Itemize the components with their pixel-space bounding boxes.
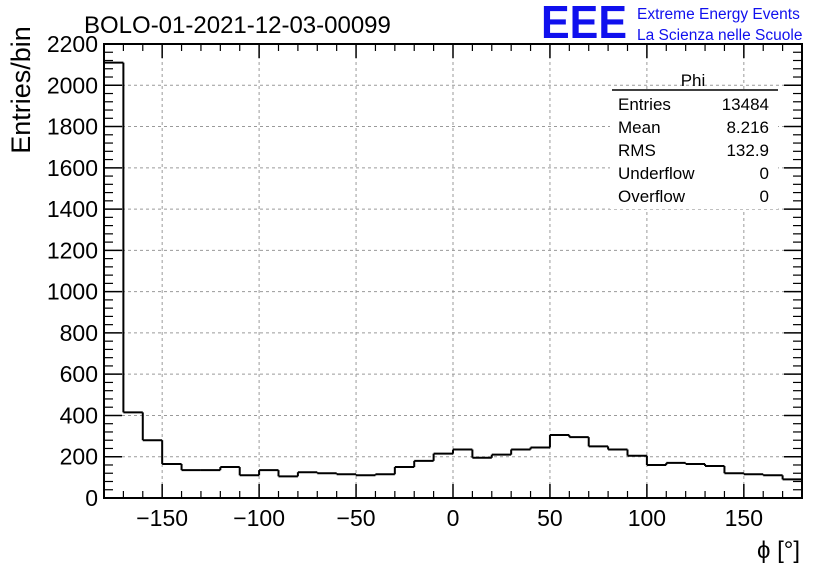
y-tick-label: 1400 bbox=[47, 196, 98, 222]
y-tick-label: 400 bbox=[60, 402, 98, 428]
stats-value-underflow: 0 bbox=[760, 164, 769, 183]
logo-line-1: Extreme Energy Events bbox=[637, 6, 800, 23]
y-tick-label: 200 bbox=[60, 444, 98, 470]
stats-box-title: Phi bbox=[681, 71, 706, 90]
x-tick-label: 0 bbox=[447, 505, 460, 531]
stats-value-rms: 132.9 bbox=[726, 141, 769, 160]
stats-label-rms: RMS bbox=[618, 141, 656, 160]
stats-label-entries: Entries bbox=[618, 95, 671, 114]
x-tick-label: −50 bbox=[337, 505, 376, 531]
y-tick-label: 1600 bbox=[47, 155, 98, 181]
y-tick-label: 2000 bbox=[47, 72, 98, 98]
x-axis-label: ϕ [°] bbox=[757, 537, 800, 564]
stats-value-mean: 8.216 bbox=[726, 118, 769, 137]
stats-label-overflow: Overflow bbox=[618, 187, 686, 206]
y-tick-label: 0 bbox=[85, 485, 98, 511]
y-tick-label: 1800 bbox=[47, 114, 98, 140]
y-tick-label: 2200 bbox=[47, 31, 98, 57]
y-tick-label: 1000 bbox=[47, 279, 98, 305]
stats-label-underflow: Underflow bbox=[618, 164, 695, 183]
stats-value-entries: 13484 bbox=[722, 95, 769, 114]
x-tick-label: −100 bbox=[233, 505, 285, 531]
grid-lines bbox=[104, 44, 802, 498]
stats-value-overflow: 0 bbox=[760, 187, 769, 206]
stats-label-mean: Mean bbox=[618, 118, 661, 137]
x-tick-label: −150 bbox=[136, 505, 188, 531]
y-tick-label: 1200 bbox=[47, 237, 98, 263]
y-axis-label: Entries/bin bbox=[6, 26, 36, 154]
axes: −150 −100 −50 0 50 100 150 0 200 400 600 800 1000 120… bbox=[47, 31, 803, 531]
chart-title: BOLO-01-2021-12-03-00099 bbox=[84, 12, 391, 39]
eee-logo-mark: EEE bbox=[541, 0, 627, 48]
x-tick-label: 150 bbox=[725, 505, 763, 531]
x-tick-label: 50 bbox=[537, 505, 563, 531]
y-tick-label: 600 bbox=[60, 361, 98, 387]
y-tick-label: 800 bbox=[60, 320, 98, 346]
stats-box-background bbox=[610, 89, 778, 209]
eee-logo: EEE Extreme Energy Events La Scienza nel… bbox=[541, 0, 802, 48]
histogram-outline bbox=[104, 61, 802, 481]
stats-box: Phi Entries 13484 Mean 8.216 RMS 132.9 U… bbox=[610, 71, 778, 209]
logo-line-2: La Scienza nelle Scuole bbox=[637, 27, 802, 44]
x-tick-label: 100 bbox=[628, 505, 666, 531]
